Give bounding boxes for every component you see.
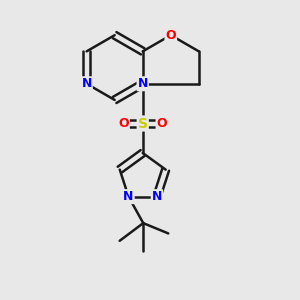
Text: N: N xyxy=(137,77,148,90)
Text: O: O xyxy=(118,117,129,130)
Text: N: N xyxy=(123,190,134,203)
Text: N: N xyxy=(81,77,92,90)
Text: O: O xyxy=(157,117,167,130)
Text: S: S xyxy=(138,116,148,130)
Text: N: N xyxy=(152,190,162,203)
Text: O: O xyxy=(166,29,176,42)
